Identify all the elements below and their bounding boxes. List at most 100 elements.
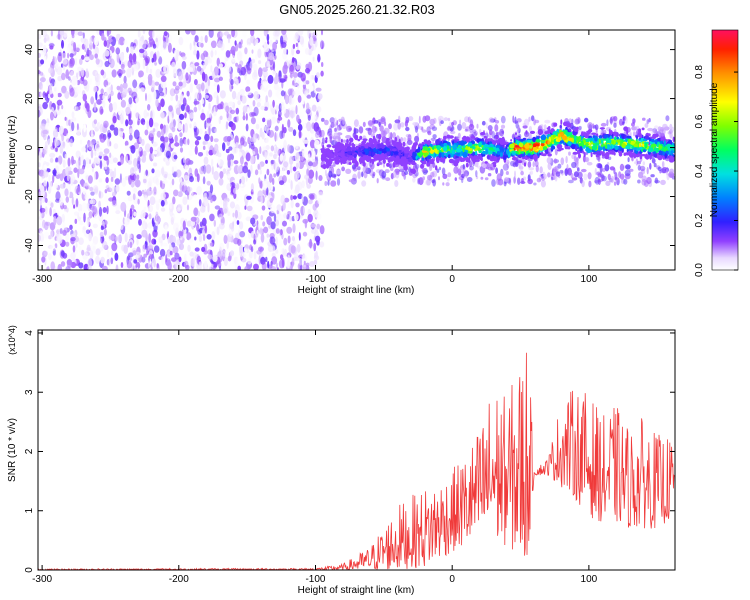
spectrogram-cell bbox=[306, 121, 311, 132]
spectrogram-cell bbox=[278, 238, 283, 248]
spectrogram-cell bbox=[219, 265, 222, 270]
spectrogram-cell bbox=[418, 115, 421, 124]
spectrogram-cell bbox=[55, 157, 59, 163]
spectrogram-cell bbox=[386, 148, 390, 152]
spectrogram-cell bbox=[303, 139, 309, 144]
spectrogram-cell bbox=[110, 36, 116, 47]
spectrogram-cell bbox=[453, 140, 458, 143]
spectrogram-cell bbox=[586, 148, 592, 154]
spectrogram-cell bbox=[126, 261, 133, 269]
spectrogram-cell bbox=[89, 186, 94, 192]
spectrogram-cell bbox=[273, 76, 279, 85]
spectrogram-cell bbox=[72, 245, 76, 253]
spectrogram-cell bbox=[291, 236, 295, 242]
spectrogram-cell bbox=[199, 128, 203, 135]
spectrogram-cell bbox=[158, 228, 162, 238]
spectrogram-cell bbox=[301, 150, 307, 158]
spectrogram-cell bbox=[239, 231, 246, 238]
spectrogram-cell bbox=[95, 90, 98, 101]
spectrogram-cell bbox=[38, 109, 41, 118]
spectrogram-cell bbox=[273, 173, 277, 178]
spectrogram-cell bbox=[417, 151, 423, 156]
spectrogram-cell bbox=[103, 148, 110, 154]
spectrogram-cell bbox=[159, 248, 166, 257]
spectrogram-cell bbox=[329, 135, 333, 144]
spectrogram-cell bbox=[126, 30, 130, 35]
spectrogram-cell bbox=[184, 122, 189, 133]
spectrogram-cell bbox=[41, 256, 46, 263]
spectrogram-cell bbox=[154, 200, 160, 205]
spectrogram-cell bbox=[331, 173, 337, 178]
spectrogram-cell bbox=[447, 125, 451, 131]
spectrogram-cell bbox=[46, 265, 50, 270]
spectrogram-cell bbox=[169, 207, 173, 217]
spectrogram-cell bbox=[561, 135, 568, 141]
spectrogram-cell bbox=[178, 36, 184, 46]
spectrogram-cell bbox=[86, 184, 90, 190]
spectrogram-cell bbox=[512, 115, 515, 123]
spectrogram-cell bbox=[293, 35, 298, 43]
spectrogram-cell bbox=[254, 169, 259, 176]
spectrogram-cell bbox=[126, 46, 129, 53]
spectrogram-cell bbox=[448, 158, 454, 164]
spectrogram-cell bbox=[648, 118, 651, 123]
spectrogram-cell bbox=[245, 123, 249, 132]
spectrogram-cell bbox=[283, 47, 287, 55]
spectrogram-cell bbox=[273, 159, 276, 170]
spectrogram-cell bbox=[265, 124, 270, 134]
spectrogram-cell bbox=[282, 64, 288, 75]
spectrogram-cell bbox=[217, 40, 224, 48]
spectrogram-cell bbox=[453, 166, 459, 174]
spectrogram-cell bbox=[105, 177, 109, 184]
spectrogram-cell bbox=[132, 187, 137, 193]
spectrogram-cell bbox=[253, 91, 259, 101]
spectrogram-cell bbox=[581, 180, 585, 188]
spectrogram-cell bbox=[238, 50, 242, 58]
spectrogram-cell bbox=[380, 144, 385, 149]
spectrogram-cell bbox=[216, 95, 219, 106]
spectrogram-cell bbox=[417, 178, 420, 185]
spectrogram-cell bbox=[288, 95, 293, 105]
spectrogram-cell bbox=[539, 166, 543, 174]
spectrogram-cell bbox=[481, 148, 485, 151]
spectrogram-cell bbox=[336, 120, 339, 126]
spectrogram-cell bbox=[384, 169, 390, 174]
spectrogram-cell bbox=[234, 40, 237, 46]
spectrogram-cell bbox=[349, 137, 354, 143]
spectrogram-cell bbox=[242, 165, 249, 174]
spectrogram-cell bbox=[70, 236, 76, 242]
spectrogram-cell bbox=[242, 105, 248, 114]
spectrogram-cell bbox=[226, 183, 232, 191]
spectrogram-cell bbox=[38, 162, 41, 168]
spectrogram-cell bbox=[94, 53, 98, 59]
spectrogram-cell bbox=[258, 246, 264, 252]
spectrogram-cell bbox=[538, 129, 543, 136]
spectrogram-cell bbox=[100, 108, 104, 114]
spectrogram-cell bbox=[102, 240, 108, 250]
spectrogram-cell bbox=[255, 123, 260, 130]
spectrogram-cell bbox=[162, 40, 167, 51]
spectrogram-cell bbox=[275, 228, 280, 234]
spectrogram-cell bbox=[44, 145, 48, 155]
spectrogram-cell bbox=[229, 250, 235, 257]
spectrogram-cell bbox=[204, 120, 207, 130]
spectrogram-cell bbox=[329, 117, 335, 124]
spectrogram-cell bbox=[540, 124, 544, 128]
spectrogram-cell bbox=[128, 111, 131, 122]
spectrogram-cell bbox=[61, 105, 64, 110]
spectrogram-cell bbox=[559, 125, 562, 129]
spectrogram-cell bbox=[485, 122, 488, 129]
spectrogram-cell bbox=[136, 174, 140, 180]
spectrogram-cell bbox=[189, 123, 192, 129]
spectrogram-cell bbox=[601, 153, 606, 157]
spectrogram-cell bbox=[88, 211, 93, 219]
spectrogram-cell bbox=[390, 172, 394, 180]
spectrogram-cell bbox=[202, 176, 206, 185]
spectrogram-cell bbox=[227, 255, 232, 262]
spectrogram-cell bbox=[483, 135, 487, 139]
spectrogram-cell bbox=[279, 130, 284, 140]
spectrogram-cell bbox=[292, 43, 296, 50]
spectrogram-cell bbox=[202, 62, 207, 70]
spectrogram-cell bbox=[361, 180, 367, 187]
spectrogram-cell bbox=[64, 188, 69, 197]
